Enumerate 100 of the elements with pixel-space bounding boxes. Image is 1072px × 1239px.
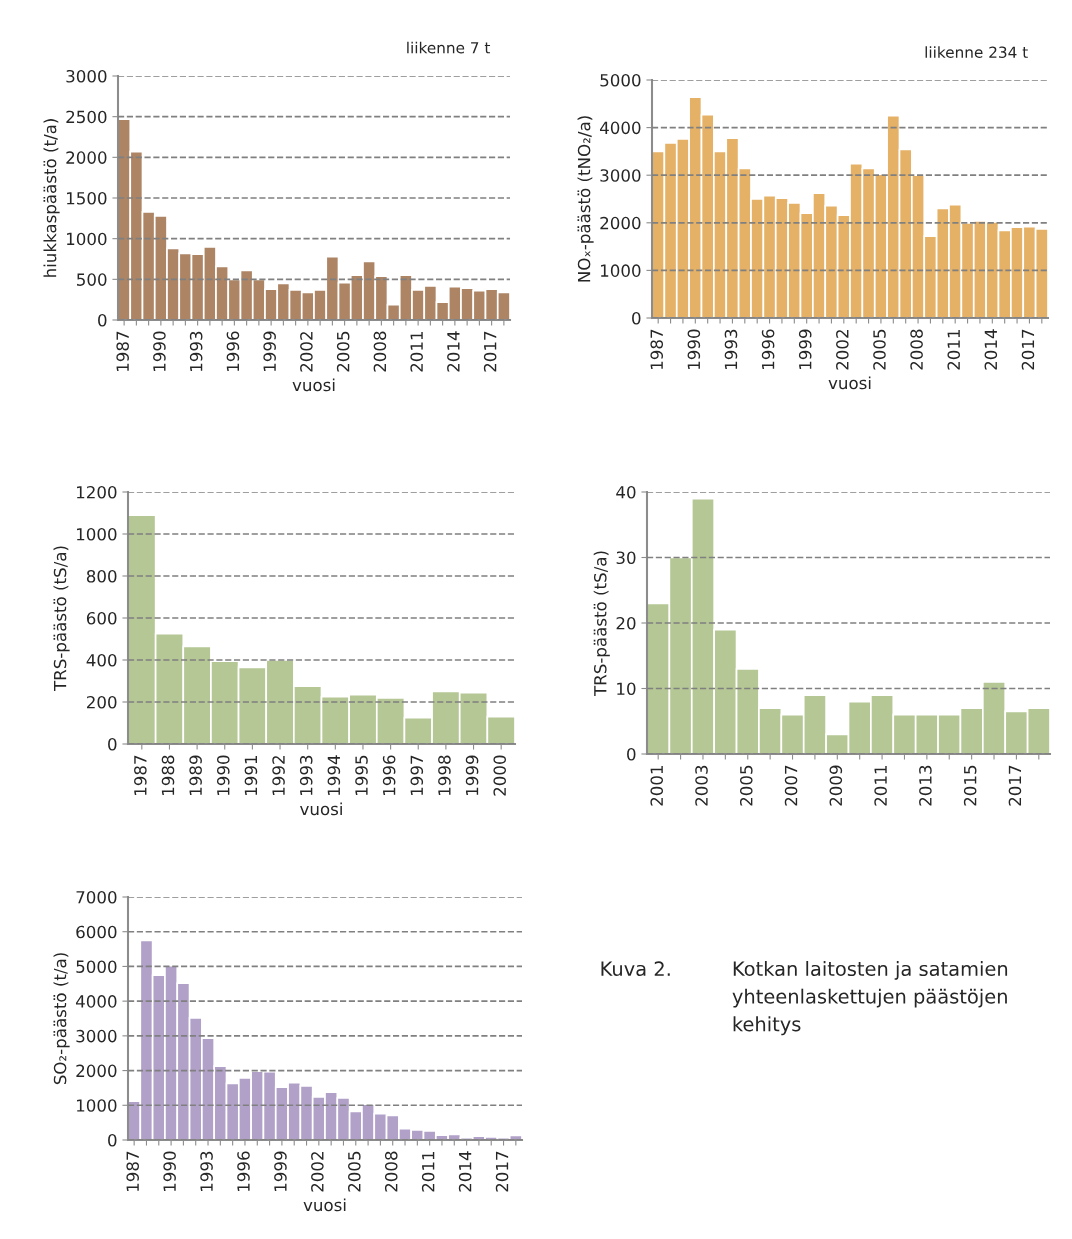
y-axis-title: SO₂-päästö (t/a) [53, 953, 70, 1085]
x-tick-label: 2005 [873, 329, 886, 370]
y-tick-label: 20 [616, 616, 636, 630]
x-tick-label: 2017 [495, 1151, 509, 1192]
y-tick-label: 7000 [76, 890, 117, 904]
y-tick-label: 1000 [67, 232, 107, 246]
y-tick-label: 3000 [600, 169, 641, 182]
y-tick-label: 0 [627, 747, 636, 761]
y-tick-label: 500 [77, 273, 107, 286]
x-tick-label: 2008 [384, 1151, 398, 1192]
x-tick-label: 1991 [244, 755, 258, 795]
x-tick-label: 2008 [910, 329, 923, 370]
x-tick-label: 2003 [695, 765, 708, 806]
x-tick-label: 2014 [458, 1151, 472, 1192]
x-tick-label: 2011 [947, 329, 961, 370]
x-axis-title: vuosi [292, 378, 335, 392]
y-tick-label: 1200 [77, 485, 117, 499]
x-tick-label: 1990 [153, 331, 166, 371]
x-tick-label: 1987 [116, 331, 129, 371]
x-tick-label: 1999 [798, 329, 812, 369]
y-axis-title: NOₓ-päästö (tNO₂/a) [577, 116, 594, 282]
y-tick-label: 1000 [601, 264, 641, 277]
y-tick-label: 40 [616, 485, 636, 499]
x-tick-label: 1994 [327, 755, 341, 795]
x-tick-label: 1990 [163, 1151, 176, 1191]
y-tick-label: 400 [86, 653, 117, 667]
x-tick-label: 2005 [336, 331, 350, 372]
y-tick-label: 200 [86, 695, 117, 709]
y-tick-label: 2000 [76, 1064, 117, 1078]
text: liikenne 234 t [925, 46, 1028, 58]
y-tick-label: 3000 [76, 1029, 117, 1043]
y-tick-label: 30 [616, 551, 636, 565]
y-tick-label: 2500 [66, 110, 107, 124]
x-tick-label: 1996 [226, 331, 240, 371]
y-tick-label: 4000 [599, 121, 641, 135]
x-tick-label: 2017 [483, 331, 497, 372]
x-tick-label: 2011 [410, 331, 423, 372]
x-tick-label: 1996 [237, 1151, 250, 1191]
y-tick-label: 4000 [75, 995, 117, 1008]
y-tick-label: 10 [617, 682, 636, 696]
x-axis-title: vuosi [828, 376, 871, 390]
x-tick-label: 1993 [200, 1151, 213, 1191]
x-tick-label: 2002 [836, 330, 849, 370]
y-tick-label: 5000 [76, 960, 117, 973]
y-tick-label: 0 [108, 737, 117, 751]
x-tick-label: 2014 [984, 329, 998, 370]
x-tick-label: 2015 [963, 765, 977, 806]
x-tick-label: 1999 [465, 755, 479, 795]
x-tick-label: 1998 [438, 755, 451, 795]
y-tick-label: 1000 [77, 527, 117, 541]
y-tick-label: 0 [632, 311, 641, 325]
x-tick-label: 1993 [724, 329, 738, 369]
y-axis-title: hiukkaspäästö (t/a) [43, 119, 60, 277]
x-tick-label: 1990 [687, 329, 701, 369]
x-tick-label: 1987 [134, 755, 147, 795]
x-tick-label: 2011 [874, 765, 887, 806]
y-axis-title: TRS-päästö (tS/a) [53, 546, 70, 692]
x-tick-label: 1988 [161, 755, 175, 795]
y-tick-label: 1000 [77, 1099, 117, 1112]
x-tick-label: 1993 [299, 755, 313, 795]
text: liikenne 7 t [407, 41, 491, 54]
y-tick-label: 3000 [66, 69, 107, 83]
x-tick-label: 2011 [421, 1151, 435, 1192]
y-tick-label: 2000 [66, 151, 107, 164]
x-tick-label: 1990 [216, 755, 230, 795]
x-tick-label: 1996 [382, 755, 396, 795]
y-tick-label: 2000 [600, 216, 641, 230]
x-tick-label: 1987 [126, 1151, 139, 1191]
y-tick-label: 600 [86, 611, 117, 625]
x-tick-label: 1996 [761, 329, 775, 369]
x-tick-label: 2013 [919, 765, 932, 806]
y-tick-label: 1500 [67, 191, 107, 205]
x-tick-label: 1999 [263, 331, 276, 371]
x-axis-title: vuosi [303, 1198, 346, 1212]
x-tick-label: 2000 [493, 755, 507, 796]
x-tick-label: 2002 [300, 332, 313, 372]
x-tick-label: 1997 [410, 755, 424, 795]
x-tick-label: 2014 [447, 331, 460, 372]
y-tick-label: 0 [108, 1133, 117, 1147]
y-tick-label: 800 [86, 569, 117, 583]
x-tick-label: 2017 [1021, 329, 1035, 370]
x-tick-label: 1992 [272, 756, 285, 795]
x-tick-label: 1993 [189, 331, 203, 371]
y-tick-label: 0 [98, 313, 107, 327]
x-tick-label: 1995 [355, 755, 368, 795]
x-tick-label: 2009 [829, 765, 843, 806]
y-axis-title: TRS-päästö (tS/a) [593, 551, 610, 697]
x-tick-label: 1987 [650, 329, 664, 369]
x-tick-label: 1999 [274, 1151, 287, 1191]
text: Kotkan laitosten ja satamien yhteenlaskettujen päästöjen kehitys [732, 961, 1008, 1036]
x-tick-label: 2008 [373, 331, 387, 372]
x-tick-label: 1989 [189, 755, 202, 795]
text: Kuva 2. [601, 961, 670, 977]
x-tick-label: 2005 [348, 1151, 361, 1192]
y-tick-label: 6000 [76, 925, 117, 939]
x-tick-label: 2017 [1008, 765, 1022, 806]
x-axis-title: vuosi [300, 802, 342, 816]
x-tick-label: 2005 [739, 765, 753, 806]
y-tick-label: 5000 [600, 73, 641, 87]
x-tick-label: 2007 [784, 765, 798, 806]
